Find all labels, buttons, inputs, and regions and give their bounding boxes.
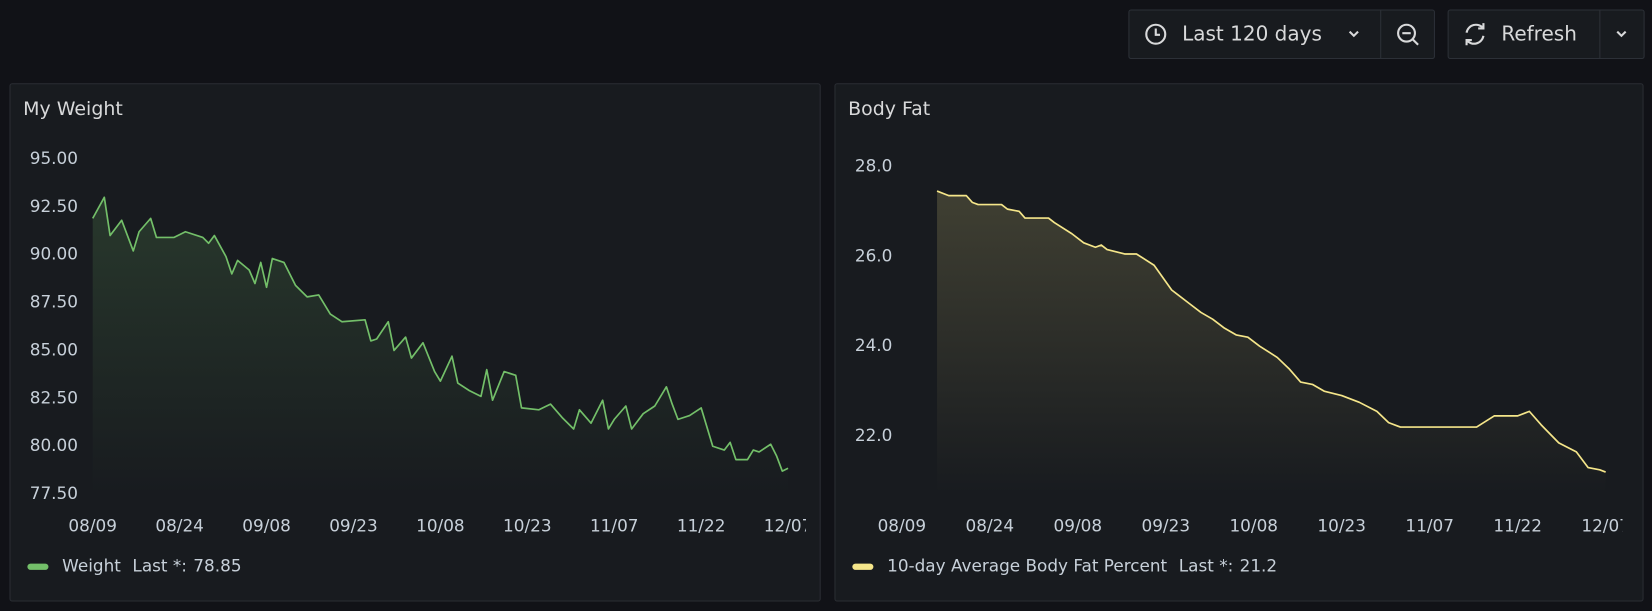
x-tick-label: 09/08 (242, 516, 291, 536)
x-tick-label: 09/23 (1142, 516, 1191, 536)
refresh-picker[interactable]: Refresh (1447, 9, 1645, 59)
y-tick-label: 80.00 (30, 435, 78, 455)
y-tick-label: 95.00 (30, 148, 78, 168)
x-tick-label: 10/23 (1317, 516, 1366, 536)
plot: 08/09 08/24 09/08 09/23 10/08 10/23 11/07 11/22… (68, 196, 813, 536)
x-tick-label: 10/08 (1229, 516, 1278, 536)
y-tick-label: 87.50 (30, 292, 78, 312)
x-tick-label: 10/08 (416, 516, 465, 536)
panel-title: My Weight (23, 98, 123, 120)
refresh-box[interactable] (1447, 9, 1645, 59)
legend-stat-label: Last *: (1179, 556, 1234, 576)
legend-stat-label: Last *: (132, 556, 187, 576)
clock-icon (1145, 23, 1167, 45)
x-tick-label: 11/07 (590, 516, 639, 536)
series-line (936, 190, 1606, 473)
x-tick-label: 08/24 (966, 516, 1015, 536)
y-tick-label: 28.0 (855, 155, 893, 175)
x-tick-label: 12/07 (1581, 516, 1630, 536)
legend-label: 10-day Average Body Fat Percent (887, 556, 1167, 576)
x-tick-label: 08/09 (68, 516, 117, 536)
series-line (91, 196, 789, 472)
panel-title: Body Fat (848, 98, 930, 120)
x-tick-label: 09/23 (329, 516, 378, 536)
y-tick-label: 77.50 (30, 483, 78, 503)
zoom-out-icon[interactable] (1397, 23, 1416, 43)
legend-label: Weight (62, 556, 121, 576)
y-tick-label: 22.0 (855, 425, 893, 445)
clock-hands (1154, 28, 1160, 36)
time-range-label[interactable]: Last 120 days (1182, 21, 1322, 45)
time-picker[interactable]: Last 120 days (1128, 9, 1435, 59)
y-tick-label: 26.0 (855, 245, 893, 265)
refresh-icon[interactable] (1465, 23, 1485, 46)
x-tick-label: 10/23 (503, 516, 552, 536)
x-tick-label: 12/07 (764, 516, 813, 536)
y-tick-label: 92.50 (30, 196, 78, 216)
time-picker-box[interactable] (1128, 9, 1435, 59)
y-tick-label: 85.00 (30, 339, 78, 359)
y-tick-label: 24.0 (855, 335, 893, 355)
y-tick-label: 82.50 (30, 387, 78, 407)
x-tick-label: 08/09 (878, 516, 927, 536)
x-tick-label: 08/24 (155, 516, 204, 536)
legend-swatch (852, 563, 874, 570)
x-tick-label: 09/08 (1054, 516, 1103, 536)
chevron[interactable] (1348, 30, 1359, 38)
x-tick-label: 11/07 (1405, 516, 1454, 536)
refresh-label[interactable]: Refresh (1501, 21, 1577, 45)
x-tick-label: 11/22 (1493, 516, 1542, 536)
x-tick-label: 11/22 (677, 516, 726, 536)
legend-stat-value: 21.2 (1240, 556, 1278, 576)
series-area (937, 191, 1606, 495)
chevron[interactable] (1616, 30, 1627, 38)
y-tick-label: 90.00 (30, 244, 78, 264)
plot: 08/09 08/24 09/08 09/23 10/08 10/23 11/07 11/22… (878, 190, 1630, 536)
legend-stat-value: 78.85 (193, 556, 241, 576)
legend-swatch (27, 563, 49, 570)
zoom-out-glyph (1402, 32, 1419, 46)
